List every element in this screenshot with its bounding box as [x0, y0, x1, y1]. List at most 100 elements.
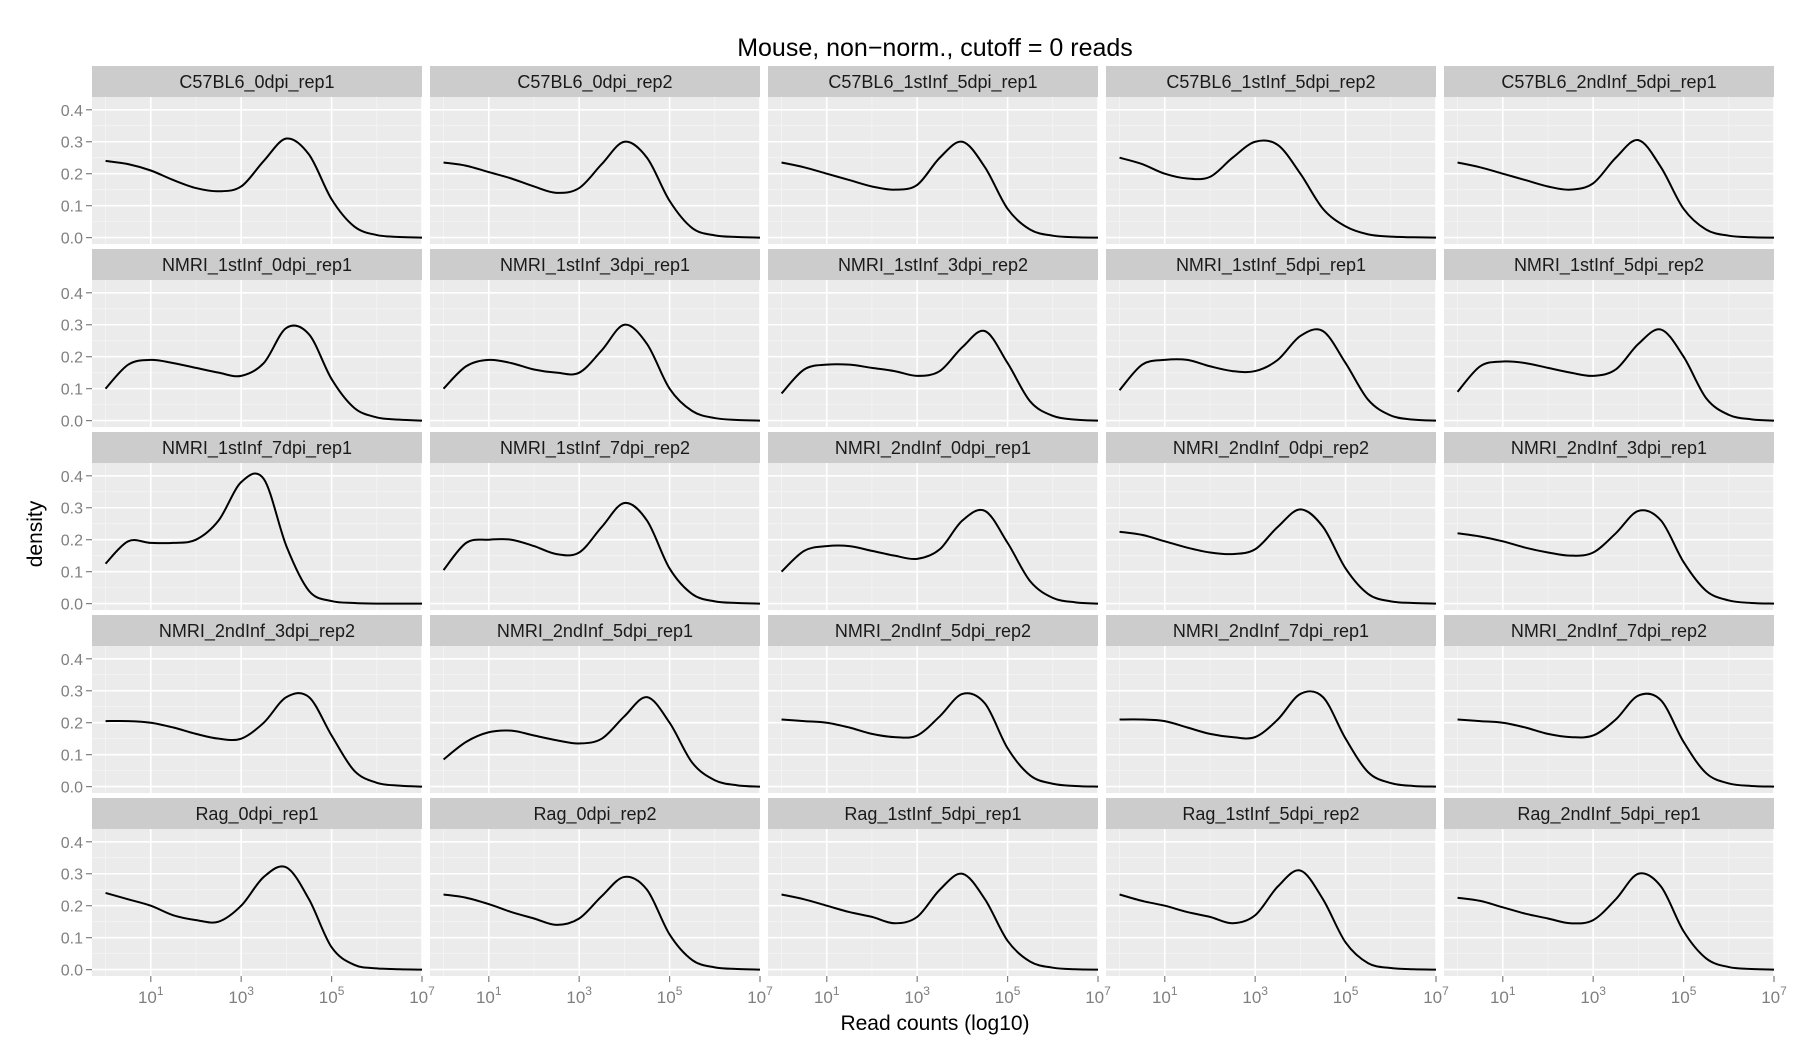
density-line: [1119, 139, 1437, 239]
x-tick-label: 105: [319, 984, 345, 1007]
density-line: [442, 323, 761, 422]
y-tick-label: 0.4: [61, 469, 83, 486]
x-tick-label: 105: [1671, 984, 1697, 1007]
facet-panels: C57BL6_0dpi_rep1 C57BL6_0dpi_rep2 C57BL6_1…: [92, 66, 1775, 976]
facet-panel: C57BL6_1stInf_5dpi_rep1: [768, 66, 1099, 244]
facet-panel: Rag_1stInf_5dpi_rep1: [768, 798, 1099, 976]
y-tick-label: 0.4: [61, 103, 83, 120]
y-tick-label: 0.0: [61, 414, 83, 431]
facet-panel: NMRI_1stInf_0dpi_rep1: [92, 249, 423, 427]
density-line: [1119, 508, 1437, 605]
facet-strip-label: Rag_1stInf_5dpi_rep1: [844, 804, 1021, 825]
panel-background: [768, 646, 1098, 793]
facet-strip-label: C57BL6_0dpi_rep1: [179, 72, 334, 93]
y-tick-label: 0.0: [61, 231, 83, 248]
facet-strip-label: NMRI_2ndInf_5dpi_rep1: [497, 621, 693, 642]
facet-panel: NMRI_2ndInf_5dpi_rep1: [430, 615, 761, 793]
facet-panel: NMRI_1stInf_7dpi_rep2: [430, 432, 761, 610]
facet-panel: NMRI_2ndInf_7dpi_rep2: [1444, 615, 1775, 793]
x-tick-label: 101: [476, 984, 502, 1007]
facet-panel: Rag_0dpi_rep2: [430, 798, 761, 976]
facet-strip: [768, 249, 1098, 280]
facet-strip: [1106, 66, 1436, 97]
facet-panel: NMRI_1stInf_7dpi_rep1: [92, 432, 423, 610]
facet-panel: NMRI_2ndInf_0dpi_rep2: [1106, 432, 1437, 610]
facet-strip: [430, 432, 760, 463]
density-line: [1457, 872, 1775, 971]
y-axis-title: density: [24, 500, 47, 567]
facet-panel: C57BL6_0dpi_rep2: [430, 66, 761, 244]
facet-strip-label: NMRI_2ndInf_0dpi_rep2: [1173, 438, 1369, 459]
y-tick-label: 0.0: [61, 597, 83, 614]
panel-background: [1444, 829, 1774, 976]
y-tick-label: 0.4: [61, 835, 83, 852]
x-tick-label: 101: [1490, 984, 1516, 1007]
facet-panel: Rag_1stInf_5dpi_rep2: [1106, 798, 1437, 976]
density-line: [781, 140, 1099, 239]
facet-strip-label: NMRI_1stInf_5dpi_rep1: [1176, 255, 1366, 276]
facet-strip-label: C57BL6_1stInf_5dpi_rep1: [828, 72, 1037, 93]
panel-background: [768, 97, 1098, 244]
facet-strip: [92, 798, 422, 829]
facet-panel: NMRI_1stInf_3dpi_rep1: [430, 249, 761, 427]
facet-strip: [1106, 798, 1436, 829]
x-tick-label: 101: [1152, 984, 1178, 1007]
facet-strip: [768, 66, 1098, 97]
y-tick-label: 0.1: [61, 748, 83, 765]
x-tick-label: 103: [904, 984, 930, 1007]
y-tick-label: 0.3: [61, 135, 83, 152]
facet-strip: [1444, 249, 1774, 280]
facet-strip: [92, 615, 422, 646]
facet-strip-label: NMRI_2ndInf_0dpi_rep1: [835, 438, 1031, 459]
density-line: [443, 140, 761, 239]
y-tick-label: 0.2: [61, 533, 83, 550]
y-tick-label: 0.3: [61, 867, 83, 884]
facet-strip: [430, 249, 760, 280]
x-tick-label: 103: [228, 984, 254, 1007]
x-tick-label: 101: [138, 984, 164, 1007]
x-tick-label: 107: [1761, 984, 1787, 1007]
facet-strip: [1444, 798, 1774, 829]
panel-background: [1106, 646, 1436, 793]
y-tick-label: 0.2: [61, 716, 83, 733]
facet-strip: [92, 432, 422, 463]
density-line: [442, 696, 761, 788]
facet-strip-label: C57BL6_1stInf_5dpi_rep2: [1166, 72, 1375, 93]
density-line: [105, 865, 423, 971]
x-axis-title: Read counts (log10): [840, 1012, 1029, 1035]
facet-panel: NMRI_1stInf_5dpi_rep1: [1106, 249, 1437, 427]
density-line: [443, 875, 761, 971]
facet-strip-label: NMRI_2ndInf_5dpi_rep2: [835, 621, 1031, 642]
x-tick-label: 107: [409, 984, 435, 1007]
facet-strip-label: NMRI_1stInf_5dpi_rep2: [1514, 255, 1704, 276]
density-line: [781, 692, 1099, 788]
density-line: [1118, 328, 1437, 422]
facet-strip-label: C57BL6_2ndInf_5dpi_rep1: [1501, 72, 1716, 93]
x-tick-label: 105: [1333, 984, 1359, 1007]
facet-panel: C57BL6_1stInf_5dpi_rep2: [1106, 66, 1437, 244]
y-tick-label: 0.1: [61, 931, 83, 948]
y-tick-label: 0.3: [61, 318, 83, 335]
panel-background: [92, 463, 422, 610]
y-tick-label: 0.3: [61, 501, 83, 518]
facet-strip-label: Rag_0dpi_rep2: [533, 804, 656, 825]
facet-strip-label: Rag_0dpi_rep1: [195, 804, 318, 825]
facet-panel: Rag_2ndInf_5dpi_rep1: [1444, 798, 1775, 976]
density-line: [780, 329, 1099, 422]
chart-title: Mouse, non−norm., cutoff = 0 reads: [737, 34, 1133, 62]
density-line: [1457, 509, 1775, 605]
panel-background: [92, 829, 422, 976]
density-line: [1119, 869, 1437, 971]
facet-panel: NMRI_2ndInf_3dpi_rep1: [1444, 432, 1775, 610]
facet-strip: [1106, 615, 1436, 646]
y-tick-label: 0.0: [61, 963, 83, 980]
density-line: [1119, 690, 1437, 788]
density-line: [442, 501, 761, 605]
facet-strip: [430, 798, 760, 829]
y-tick-label: 0.2: [61, 167, 83, 184]
panel-background: [430, 646, 760, 793]
y-tick-label: 0.2: [61, 899, 83, 916]
x-tick-label: 107: [1085, 984, 1111, 1007]
facet-panel: NMRI_1stInf_3dpi_rep2: [768, 249, 1099, 427]
